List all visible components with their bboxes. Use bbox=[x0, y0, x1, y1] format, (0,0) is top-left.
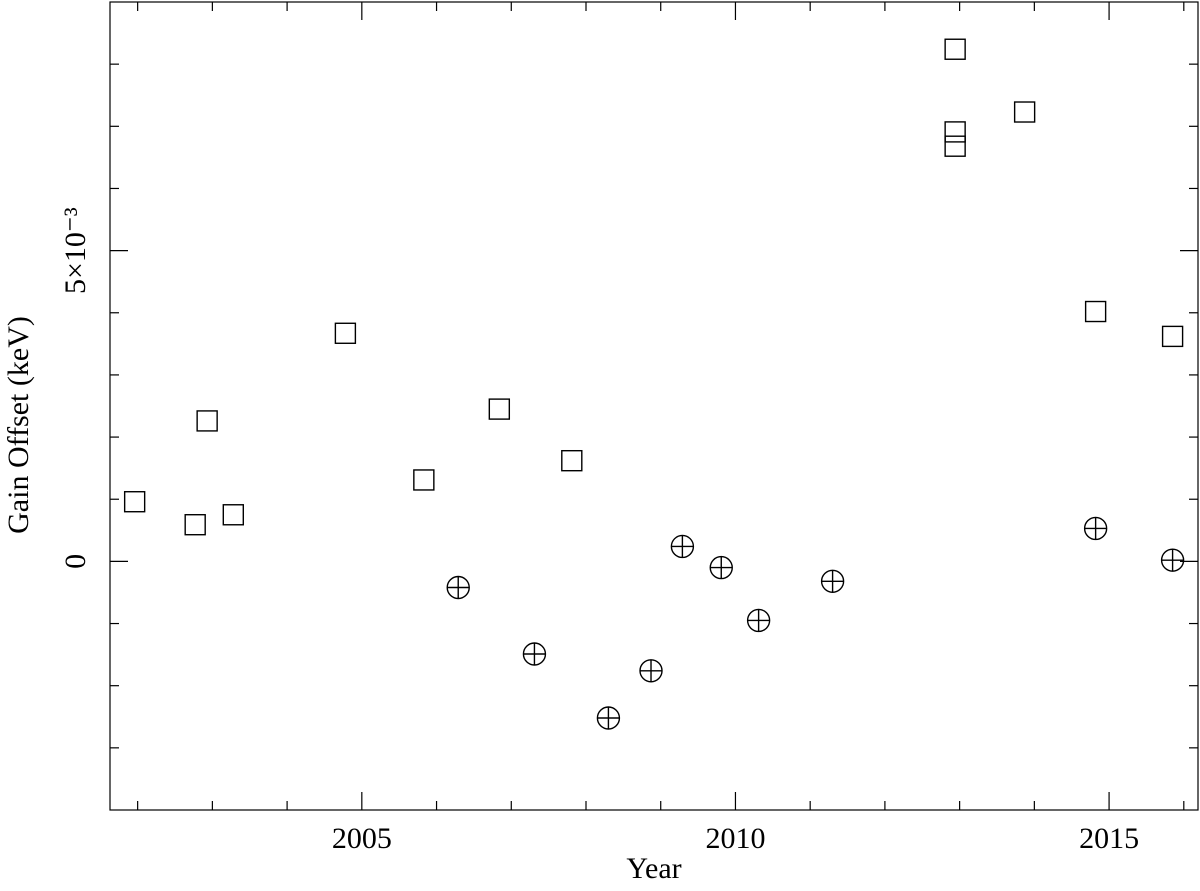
point bbox=[746, 608, 771, 633]
point bbox=[670, 534, 695, 559]
point bbox=[334, 322, 357, 344]
x-tick-label: 2005 bbox=[332, 822, 392, 855]
point bbox=[944, 38, 966, 60]
point bbox=[123, 491, 146, 513]
point bbox=[639, 659, 663, 683]
y-tick-label: 5×10⁻³ bbox=[59, 207, 92, 294]
point bbox=[1160, 548, 1185, 572]
point bbox=[222, 504, 244, 526]
point bbox=[1161, 325, 1184, 348]
point bbox=[522, 642, 547, 666]
y-axis-label: Gain Offset (keV) bbox=[2, 316, 35, 534]
point bbox=[184, 514, 206, 536]
point bbox=[561, 449, 583, 472]
point bbox=[944, 121, 966, 143]
point bbox=[1084, 300, 1107, 323]
y-tick-label: 0 bbox=[59, 554, 92, 569]
point bbox=[196, 410, 218, 432]
x-axis-label: Year bbox=[626, 852, 681, 885]
point bbox=[596, 706, 621, 730]
point bbox=[820, 569, 845, 593]
x-tick-label: 2015 bbox=[1079, 822, 1139, 855]
point bbox=[944, 135, 966, 157]
point bbox=[1083, 516, 1108, 541]
point bbox=[446, 575, 470, 600]
point bbox=[413, 469, 435, 491]
point bbox=[1013, 101, 1036, 123]
point bbox=[488, 398, 511, 420]
plot-frame bbox=[109, 1, 1199, 811]
x-tick-label: 2010 bbox=[705, 822, 765, 855]
point bbox=[709, 555, 733, 580]
